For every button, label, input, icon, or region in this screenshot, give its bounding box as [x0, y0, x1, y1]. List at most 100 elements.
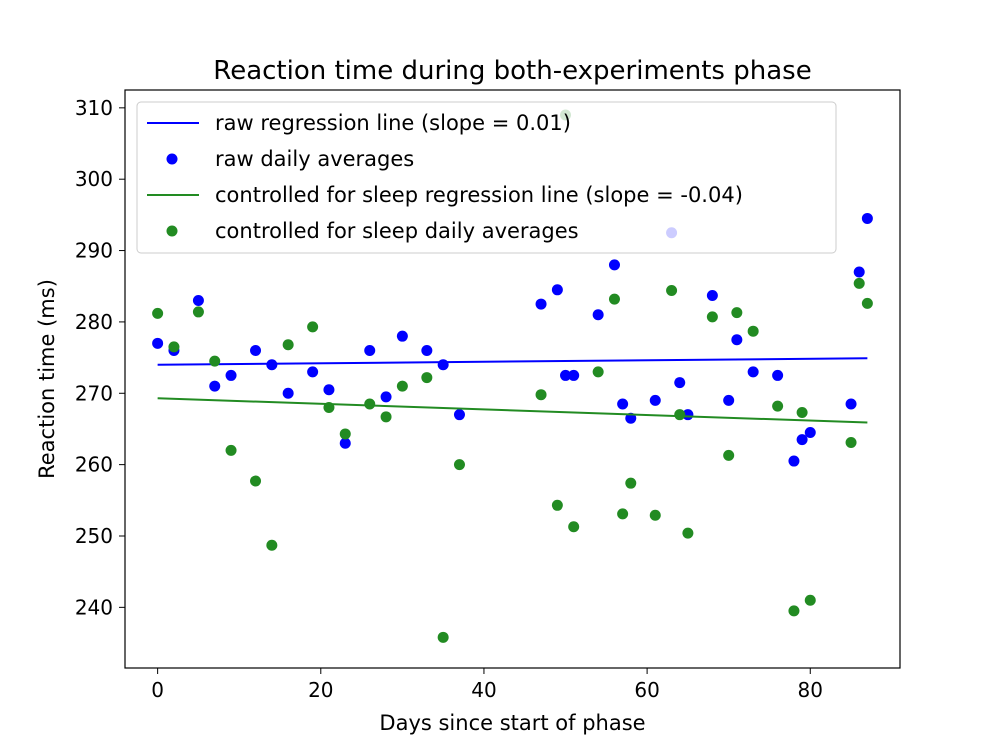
data-point-series-3 [625, 477, 637, 489]
y-tick-label: 260 [75, 453, 113, 477]
data-point-series-3 [225, 444, 237, 456]
data-point-series-3 [592, 366, 604, 378]
data-point-series-1 [592, 309, 604, 321]
data-point-series-3 [551, 499, 563, 511]
data-point-series-1 [608, 259, 620, 271]
data-point-series-3 [568, 521, 580, 533]
data-point-series-1 [706, 290, 718, 302]
y-axis-ticks: 240 250 260 270 280 290 300 310 [75, 96, 125, 619]
data-point-series-1 [568, 369, 580, 381]
y-tick-label: 280 [75, 310, 113, 334]
data-point-series-1 [421, 344, 433, 356]
data-point-series-3 [380, 411, 392, 423]
data-point-series-1 [804, 427, 816, 439]
data-point-series-3 [168, 341, 180, 353]
data-point-series-1 [152, 337, 164, 349]
data-point-series-1 [649, 394, 661, 406]
data-point-series-1 [853, 266, 865, 278]
data-point-series-3 [731, 307, 743, 319]
legend: raw regression line (slope = 0.01) raw da… [136, 101, 837, 254]
data-point-series-3 [535, 389, 547, 401]
data-point-series-1 [551, 284, 563, 296]
data-point-series-1 [772, 369, 784, 381]
data-point-series-3 [266, 539, 278, 551]
data-point-series-1 [364, 344, 376, 356]
data-point-series-3 [674, 409, 686, 421]
data-point-series-3 [608, 293, 620, 305]
legend-entry-label: controlled for sleep regression line (sl… [215, 183, 743, 207]
data-point-series-1 [731, 334, 743, 346]
data-point-series-3 [649, 509, 661, 521]
data-point-series-3 [209, 355, 221, 367]
x-tick-label: 20 [308, 678, 333, 702]
data-point-series-3 [845, 437, 857, 449]
data-point-series-3 [788, 605, 800, 617]
data-point-series-3 [339, 428, 351, 440]
data-point-series-1 [861, 212, 873, 224]
regression-line-2 [157, 397, 868, 424]
data-point-series-1 [437, 359, 449, 371]
data-point-series-1 [266, 359, 278, 371]
y-tick-label: 270 [75, 381, 113, 405]
y-tick-label: 240 [75, 595, 113, 619]
x-tick-label: 0 [151, 678, 164, 702]
data-point-series-3 [364, 398, 376, 410]
data-point-series-3 [723, 449, 735, 461]
data-point-series-1 [380, 391, 392, 403]
x-tick-label: 60 [634, 678, 659, 702]
data-point-series-1 [192, 295, 204, 307]
data-point-series-1 [225, 369, 237, 381]
data-point-series-3 [192, 306, 204, 318]
legend-entry-label: controlled for sleep daily averages [215, 219, 579, 243]
data-point-series-3 [152, 307, 164, 319]
data-point-series-1 [845, 398, 857, 410]
y-tick-label: 290 [75, 239, 113, 263]
data-point-series-1 [560, 369, 572, 381]
x-axis-label: Days since start of phase [379, 711, 645, 735]
y-tick-label: 310 [75, 96, 113, 120]
data-point-series-3 [853, 277, 865, 289]
data-point-series-3 [437, 631, 449, 643]
data-point-series-1 [535, 298, 547, 310]
data-point-series-3 [804, 594, 816, 606]
data-point-series-3 [666, 285, 678, 297]
data-point-series-3 [861, 297, 873, 309]
x-axis-ticks: 0 20 40 60 80 [151, 668, 823, 702]
data-point-series-1 [723, 394, 735, 406]
data-point-series-1 [453, 409, 465, 421]
data-point-series-3 [453, 459, 465, 471]
data-point-series-1 [674, 377, 686, 389]
data-point-series-3 [307, 321, 319, 333]
data-point-series-3 [250, 475, 262, 487]
data-point-series-1 [396, 330, 408, 342]
y-tick-label: 300 [75, 167, 113, 191]
y-axis-label: Reaction time (ms) [35, 279, 59, 479]
data-point-series-1 [796, 434, 808, 446]
data-point-series-1 [307, 366, 319, 378]
data-point-series-3 [747, 325, 759, 337]
data-point-series-1 [323, 384, 335, 396]
legend-marker-swatch [166, 225, 178, 237]
legend-entry-label: raw regression line (slope = 0.01) [215, 111, 571, 135]
data-point-series-1 [282, 387, 294, 399]
x-tick-label: 80 [798, 678, 823, 702]
y-tick-label: 250 [75, 524, 113, 548]
data-point-series-1 [250, 344, 262, 356]
data-point-series-3 [617, 508, 629, 520]
legend-entry-label: raw daily averages [215, 147, 414, 171]
data-point-series-3 [706, 311, 718, 323]
data-point-series-1 [747, 366, 759, 378]
data-point-series-3 [682, 527, 694, 539]
data-point-series-1 [209, 380, 221, 392]
chart-title: Reaction time during both-experiments ph… [213, 56, 811, 86]
data-point-series-3 [772, 400, 784, 412]
data-point-series-3 [282, 339, 294, 351]
x-tick-label: 40 [471, 678, 496, 702]
data-point-series-3 [421, 372, 433, 384]
data-point-series-3 [796, 407, 808, 419]
data-layer [152, 109, 873, 643]
data-point-series-1 [788, 455, 800, 467]
legend-marker-swatch [166, 153, 178, 165]
data-point-series-1 [339, 437, 351, 449]
